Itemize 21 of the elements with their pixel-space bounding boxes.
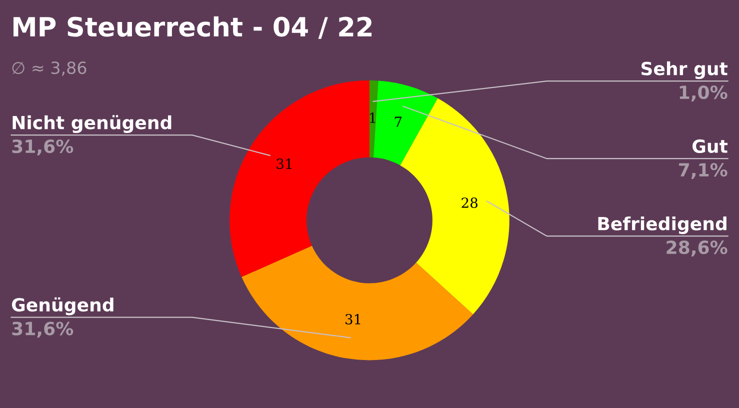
text: 31 bbox=[276, 158, 292, 170]
donut-slice bbox=[242, 246, 474, 360]
donut-slice bbox=[400, 98, 510, 314]
slice-label: Genügend bbox=[12, 297, 114, 316]
chart-title: MP Steuerrecht - 04 / 22 bbox=[14, 16, 372, 39]
slice-label: Sehr gut bbox=[642, 61, 728, 80]
data-label: 7,1% bbox=[679, 162, 728, 179]
text: 28 bbox=[462, 197, 478, 208]
slice-label: Befriedigend bbox=[598, 216, 726, 234]
donut-slice bbox=[230, 80, 370, 277]
slice-label: Nicht genügend bbox=[12, 115, 172, 134]
text: 7 bbox=[394, 116, 402, 127]
chart-subtitle: ∅ ≈ 3,86 bbox=[12, 61, 86, 76]
data-label: 31,6% bbox=[12, 139, 74, 156]
slice-label: Gut bbox=[692, 139, 728, 154]
text: 31 bbox=[346, 314, 360, 324]
data-label: 31,6% bbox=[12, 322, 74, 338]
data-label: 1,0% bbox=[680, 85, 728, 102]
donut-slice bbox=[370, 80, 378, 158]
text: 1 bbox=[370, 112, 376, 123]
data-label: 28,6% bbox=[666, 240, 728, 256]
